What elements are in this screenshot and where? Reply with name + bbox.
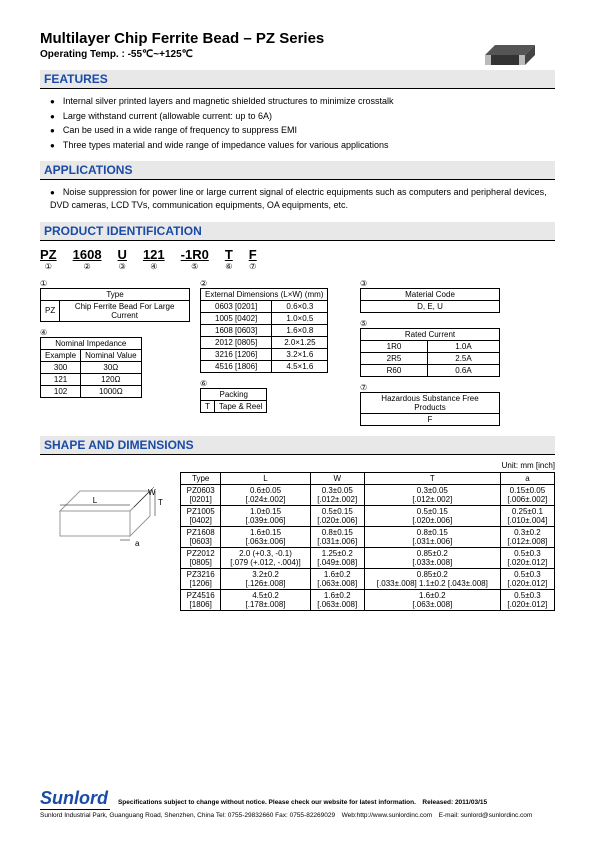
table-row: PZ1608[0603]1.6±0.15[.063±.006]0.8±0.15[… (181, 526, 555, 547)
feature-item: Three types material and wide range of i… (50, 139, 555, 152)
spec-note: Specifications subject to change without… (118, 799, 487, 806)
chip-illustration (475, 30, 545, 70)
imp-num: ④ (40, 328, 190, 337)
type-num: ① (40, 279, 190, 288)
feature-item: Large withstand current (allowable curre… (50, 110, 555, 123)
features-list: Internal silver printed layers and magne… (50, 95, 555, 151)
feature-item: Can be used in a wide range of frequency… (50, 124, 555, 137)
svg-text:T: T (158, 498, 163, 507)
id-tables-container: ① TypePZChip Ferrite Bead For Large Curr… (40, 279, 555, 426)
table-row: PZ1005[0402]1.0±0.15[.039±.006]0.5±0.15[… (181, 505, 555, 526)
haz-num: ⑦ (360, 383, 500, 392)
applications-list: Noise suppression for power line or larg… (50, 186, 555, 211)
id-part: T⑥ (225, 247, 233, 271)
dimensions-table: TypeLWTa PZ0603[0201]0.6±0.05[.024±.002]… (180, 472, 555, 611)
table-row: PZ3216[1206]3.2±0.2[.126±.008]1.6±0.2[.0… (181, 568, 555, 589)
ext-dims-table: External Dimensions (L×W) (mm)0603 [0201… (200, 288, 328, 373)
pack-num: ⑥ (200, 379, 350, 388)
shape-header: SHAPE AND DIMENSIONS (40, 436, 555, 455)
shape-diagram: L W T a (40, 461, 170, 551)
unit-label: Unit: mm [inch] (180, 461, 555, 470)
product-id-header: PRODUCT IDENTIFICATION (40, 222, 555, 241)
id-parts-row: PZ① 1608② U③ 121④ -1R0⑤ T⑥ F⑦ (40, 247, 555, 271)
mat-num: ③ (360, 279, 500, 288)
hazard-table: Hazardous Substance Free ProductsF (360, 392, 500, 426)
feature-item: Internal silver printed layers and magne… (50, 95, 555, 108)
table-row: PZ4516[1806]4.5±0.2[.178±.008]1.6±0.2[.0… (181, 589, 555, 610)
page-footer: Sunlord Specifications subject to change… (40, 788, 555, 820)
packing-table: PackingTTape & Reel (200, 388, 267, 413)
table-row: PZ0603[0201]0.6±0.05[.024±.002]0.3±0.05[… (181, 484, 555, 505)
dims-num: ② (200, 279, 350, 288)
brand-logo: Sunlord (40, 788, 110, 810)
material-table: Material CodeD, E, U (360, 288, 500, 313)
table-row: PZ2012[0805]2.0 (+0.3, -0.1)[.079 (+.012… (181, 547, 555, 568)
current-table: Rated Current1R01.0A2R52.5AR600.6A (360, 328, 500, 377)
id-part: 121④ (143, 247, 165, 271)
id-part: U③ (118, 247, 127, 271)
application-item: Noise suppression for power line or larg… (50, 186, 555, 211)
id-part: 1608② (73, 247, 102, 271)
cur-num: ⑤ (360, 319, 500, 328)
type-table: TypePZChip Ferrite Bead For Large Curren… (40, 288, 190, 322)
id-part: -1R0⑤ (181, 247, 209, 271)
contact-line: Sunlord Industrial Park, Guanguang Road,… (40, 812, 555, 820)
svg-text:L: L (93, 496, 98, 505)
id-part: F⑦ (249, 247, 257, 271)
features-header: FEATURES (40, 70, 555, 89)
applications-header: APPLICATIONS (40, 161, 555, 180)
id-part: PZ① (40, 247, 57, 271)
impedance-table: Nominal ImpedanceExampleNominal Value300… (40, 337, 142, 398)
svg-text:a: a (135, 539, 140, 548)
